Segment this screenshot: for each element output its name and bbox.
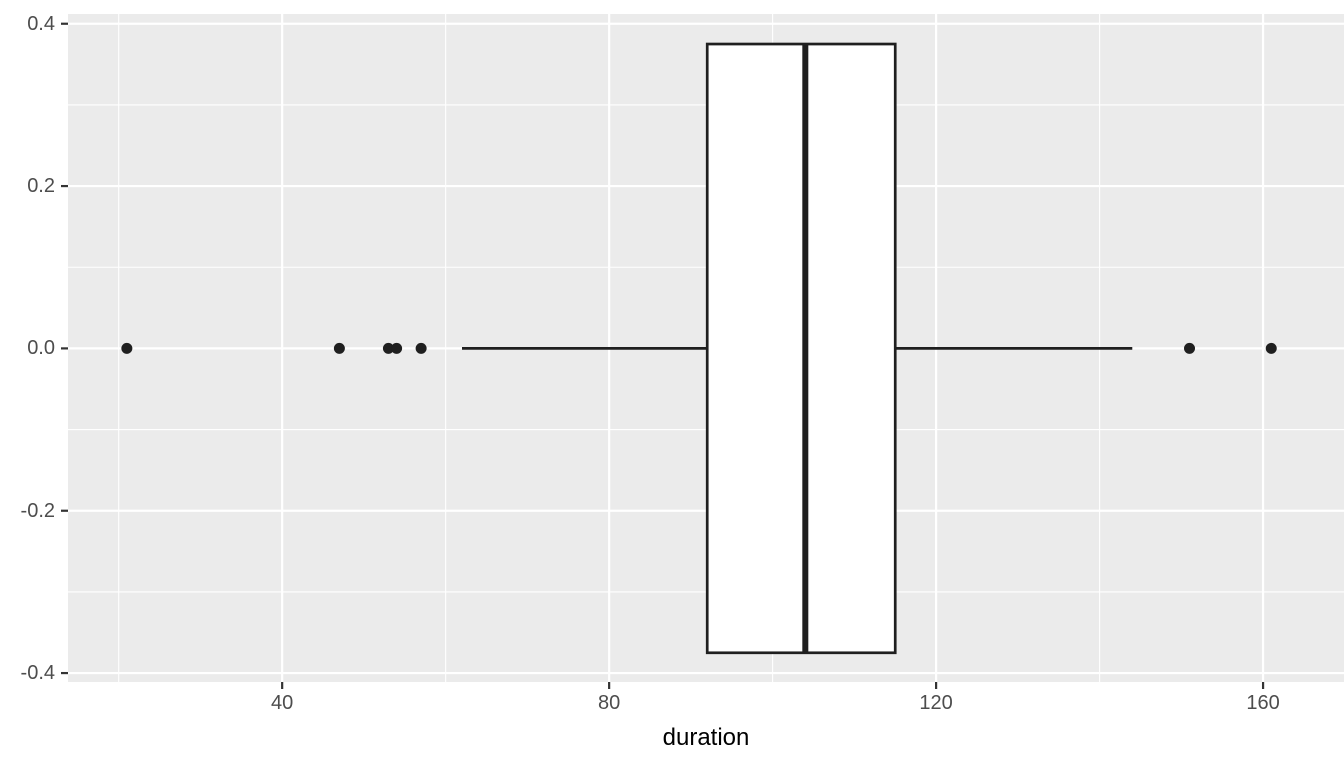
- y-tick-label: 0.0: [27, 337, 55, 360]
- outlier-point: [121, 342, 133, 354]
- outlier-point: [382, 342, 394, 354]
- x-axis-title: duration: [662, 724, 750, 751]
- outlier-point: [415, 342, 427, 354]
- x-tick-label: 120: [919, 692, 953, 714]
- y-tick-label: -0.2: [20, 499, 55, 522]
- outlier-point: [391, 342, 403, 354]
- outlier-point: [1265, 342, 1277, 354]
- iqr-box: [705, 42, 897, 655]
- y-tick-label: 0.2: [27, 175, 55, 198]
- x-tick-label: 160: [1246, 692, 1280, 714]
- outlier-point: [333, 342, 345, 354]
- x-tick-label: 40: [271, 692, 294, 714]
- outlier-point: [1184, 342, 1196, 354]
- y-tick-label: -0.4: [20, 662, 55, 685]
- y-tick-label: 0.4: [27, 12, 55, 35]
- x-tick-label: 80: [598, 692, 621, 714]
